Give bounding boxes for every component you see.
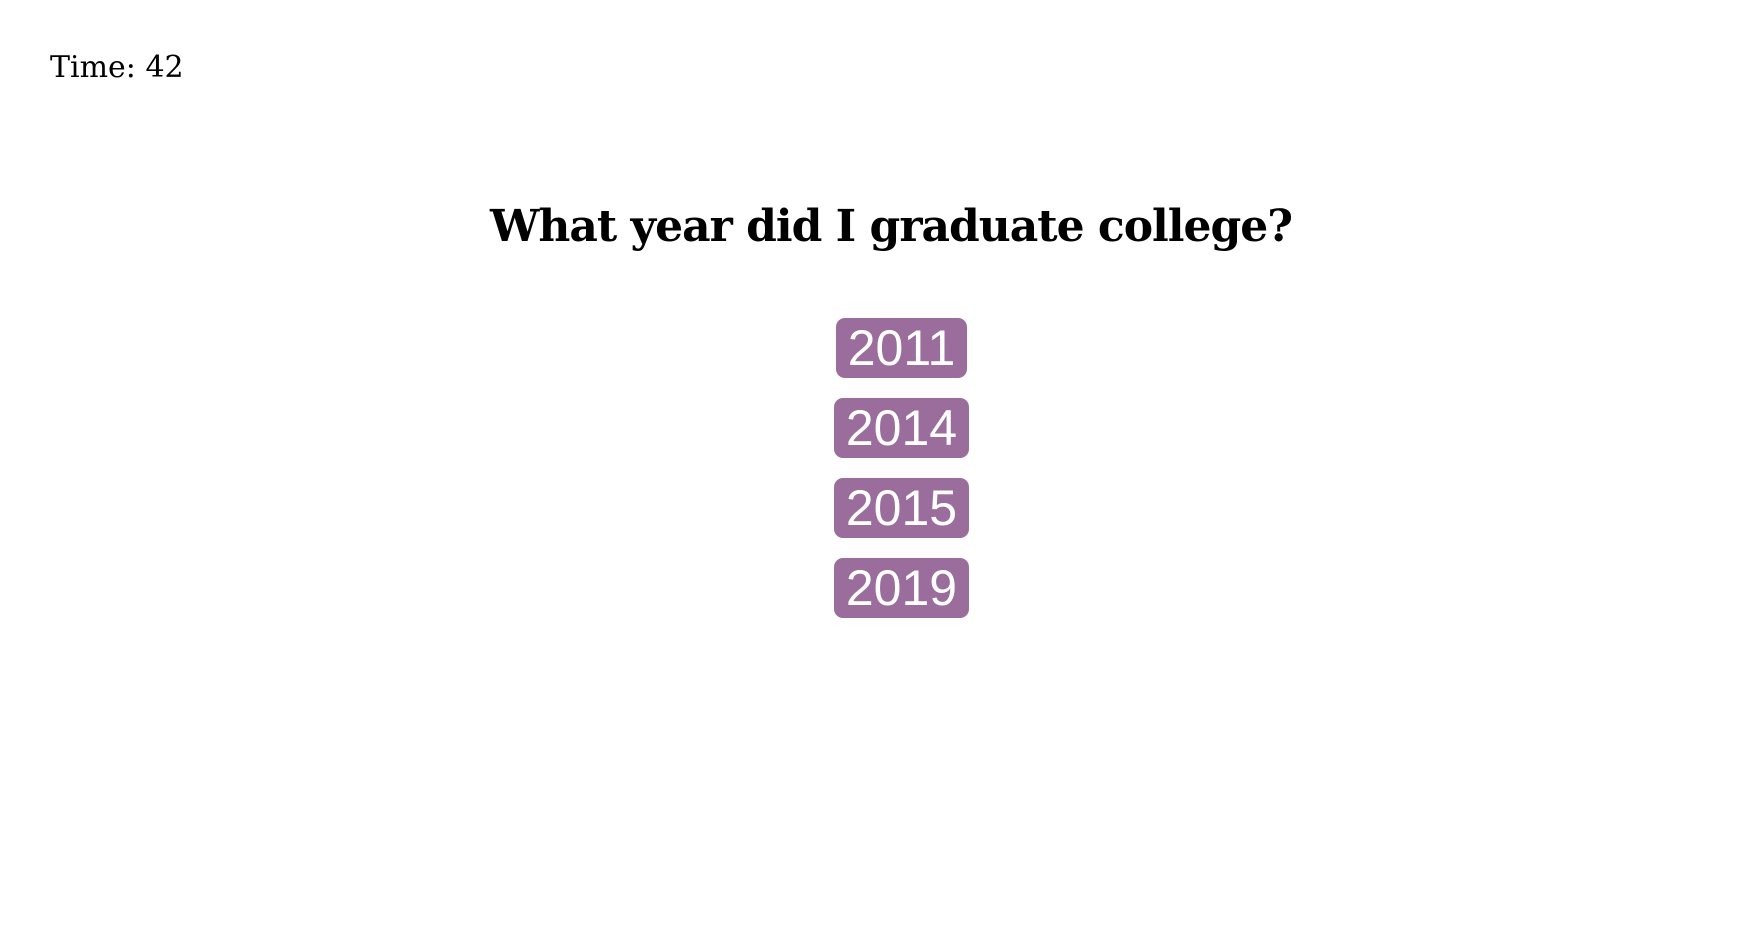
answer-options: 2011 2014 2015 2019 <box>0 318 1740 618</box>
answer-button-2014[interactable]: 2014 <box>833 398 970 458</box>
timer-text: Time: 42 <box>50 50 184 85</box>
answer-button-2011[interactable]: 2011 <box>835 318 968 378</box>
answer-button-2015[interactable]: 2015 <box>833 478 970 538</box>
question-title: What year did I graduate college? <box>489 201 1293 253</box>
answer-button-2019[interactable]: 2019 <box>833 558 970 618</box>
